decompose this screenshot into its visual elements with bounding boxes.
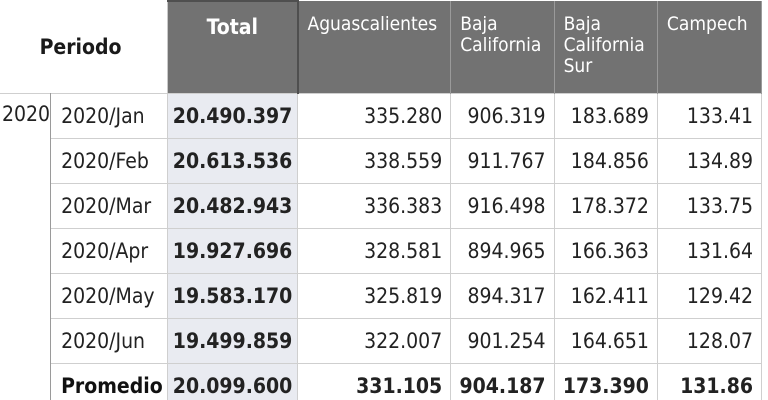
header-state[interactable]: Aguascalientes	[297, 1, 452, 94]
period-cell[interactable]: 2020/Jan	[50, 93, 169, 139]
total-cell[interactable]: 20.613.536	[167, 138, 298, 184]
year-cell[interactable]: 2020	[0, 93, 52, 400]
value-cell[interactable]: 166.363	[554, 228, 658, 274]
value-cell[interactable]: 906.319	[450, 93, 555, 139]
table-row: 2020 2020/Jan 20.490.397 335.280 906.319 183.…	[0, 93, 763, 400]
average-value-cell[interactable]: 331.105	[297, 363, 452, 400]
header-state[interactable]: Baja California Sur	[554, 1, 658, 94]
value-cell[interactable]: 133.41	[657, 93, 763, 139]
header-state-line: California	[563, 34, 645, 56]
table-row: 2020/Feb 20.613.536 338.559 911.767 184.856 1…	[0, 138, 763, 184]
period-cell[interactable]: 2020/Apr	[50, 228, 169, 274]
table-body: 2020 2020/Jan 20.490.397 335.280 906.319 183.…	[0, 93, 763, 400]
average-value-cell[interactable]: 131.86	[657, 363, 763, 400]
value-cell[interactable]: 911.767	[450, 138, 555, 184]
period-cell[interactable]: 2020/Feb	[50, 138, 169, 184]
table-row: 2020/May 19.583.170 325.819 894.317 162.411 1…	[0, 273, 763, 319]
header-state-line: Aguascalientes	[307, 13, 438, 35]
average-row: Promedio 20.099.600 331.105 904.187 173.390 1…	[0, 363, 763, 400]
value-cell[interactable]: 894.317	[450, 273, 555, 319]
header-state-line: Baja	[563, 13, 601, 35]
value-cell[interactable]: 894.965	[450, 228, 555, 274]
average-label[interactable]: Promedio	[50, 363, 169, 400]
total-cell[interactable]: 20.490.397	[167, 93, 298, 139]
average-total-cell[interactable]: 20.099.600	[167, 363, 298, 400]
value-cell[interactable]: 322.007	[297, 318, 452, 364]
total-cell[interactable]: 20.482.943	[167, 183, 298, 229]
total-cell[interactable]: 19.927.696	[167, 228, 298, 274]
value-cell[interactable]: 133.75	[657, 183, 763, 229]
period-cell[interactable]: 2020/Jun	[50, 318, 169, 364]
header-total[interactable]: Total	[167, 0, 299, 94]
value-cell[interactable]: 183.689	[554, 93, 658, 139]
value-cell[interactable]: 901.254	[450, 318, 555, 364]
value-cell[interactable]: 129.42	[657, 273, 763, 319]
period-cell[interactable]: 2020/May	[50, 273, 169, 319]
header-periodo[interactable]: Periodo	[0, 1, 169, 94]
value-cell[interactable]: 916.498	[450, 183, 555, 229]
header-state[interactable]: Campech	[657, 1, 763, 94]
table-row: 2020/Mar 20.482.943 336.383 916.498 178.372 1…	[0, 183, 763, 229]
total-cell[interactable]: 19.499.859	[167, 318, 298, 364]
table-row: 2020/Jun 19.499.859 322.007 901.254 164.651 1…	[0, 318, 763, 364]
value-cell[interactable]: 184.856	[554, 138, 658, 184]
value-cell[interactable]: 128.07	[657, 318, 763, 364]
value-cell[interactable]: 131.64	[657, 228, 763, 274]
table-row: 2020/Apr 19.927.696 328.581 894.965 166.363 1…	[0, 228, 763, 274]
total-cell[interactable]: 19.583.170	[167, 273, 298, 319]
header-state-line: Baja	[460, 13, 498, 35]
header-state[interactable]: Baja California	[450, 1, 555, 94]
average-value-cell[interactable]: 173.390	[554, 363, 658, 400]
value-cell[interactable]: 338.559	[297, 138, 452, 184]
header-state-line: California	[460, 34, 542, 56]
header-row: Periodo Total Aguascalientes Baja Califor…	[0, 0, 763, 94]
value-cell[interactable]: 164.651	[554, 318, 658, 364]
period-cell[interactable]: 2020/Mar	[50, 183, 169, 229]
value-cell[interactable]: 325.819	[297, 273, 452, 319]
value-cell[interactable]: 162.411	[554, 273, 658, 319]
value-cell[interactable]: 178.372	[554, 183, 658, 229]
average-value-cell[interactable]: 904.187	[450, 363, 555, 400]
value-cell[interactable]: 336.383	[297, 183, 452, 229]
value-cell[interactable]: 134.89	[657, 138, 763, 184]
value-cell[interactable]: 328.581	[297, 228, 452, 274]
value-cell[interactable]: 335.280	[297, 93, 452, 139]
header-state-line: Sur	[563, 55, 593, 77]
header-state-line: Campech	[666, 13, 748, 35]
